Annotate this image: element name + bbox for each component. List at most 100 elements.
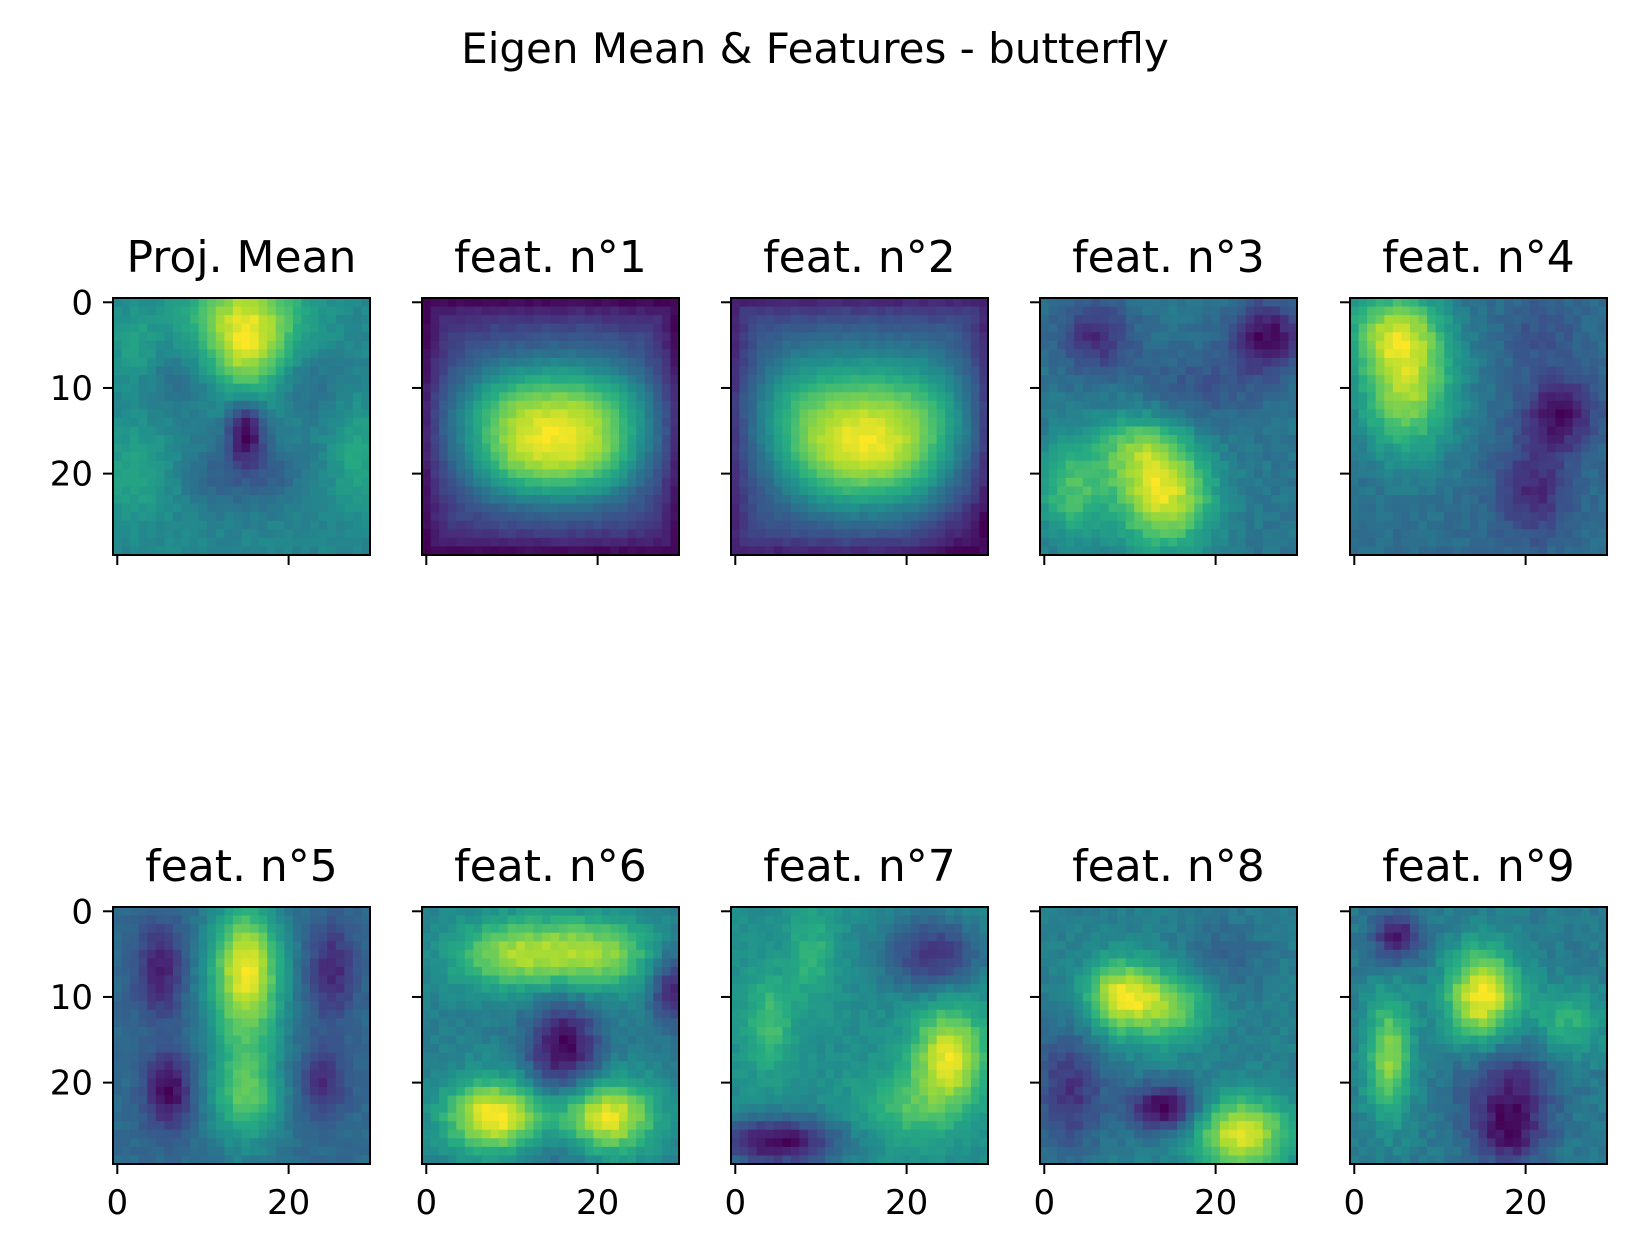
heatmap-cell xyxy=(361,1001,371,1011)
heatmap-cell xyxy=(1384,452,1394,462)
heatmap-cell xyxy=(1228,495,1238,505)
heatmap-cell xyxy=(1159,443,1170,453)
heatmap-cell xyxy=(190,512,200,522)
heatmap-cell xyxy=(1159,349,1170,359)
heatmap-cell xyxy=(1262,443,1272,453)
heatmap-cell xyxy=(833,512,843,522)
heatmap-cell xyxy=(130,417,140,428)
heatmap-cell xyxy=(1108,332,1118,342)
heatmap-cell xyxy=(610,520,620,530)
heatmap-cell xyxy=(731,486,741,496)
heatmap-cell xyxy=(1168,349,1178,359)
heatmap-cell xyxy=(1487,366,1497,376)
heatmap-cell xyxy=(147,520,157,530)
heatmap-cell xyxy=(1350,409,1360,419)
heatmap-cell xyxy=(885,460,895,470)
heatmap-cell xyxy=(559,537,569,548)
heatmap-cell xyxy=(155,323,165,333)
heatmap-cell xyxy=(1427,460,1437,470)
heatmap-cell xyxy=(1547,512,1557,522)
heatmap-cell xyxy=(1202,409,1212,419)
heatmap-cell xyxy=(130,537,140,548)
heatmap-cell xyxy=(790,332,801,342)
heatmap-cell xyxy=(172,966,183,977)
heatmap-cell xyxy=(1512,357,1522,368)
heatmap-cell xyxy=(902,306,912,316)
heatmap-cell xyxy=(215,452,225,462)
heatmap-cell xyxy=(1279,460,1290,470)
heatmap-cell xyxy=(1435,477,1445,488)
heatmap-cell xyxy=(258,366,268,376)
heatmap-cell xyxy=(876,469,886,479)
heatmap-cell xyxy=(250,907,260,917)
heatmap-cell xyxy=(516,375,526,385)
heatmap-cell xyxy=(953,443,963,453)
heatmap-cell xyxy=(1125,298,1135,308)
heatmap-cell xyxy=(1469,460,1480,470)
heatmap-cell xyxy=(1409,529,1420,539)
heatmap-cell xyxy=(1057,529,1067,539)
heatmap-cell xyxy=(945,298,955,308)
heatmap-cell xyxy=(593,529,603,539)
heatmap-cell xyxy=(232,417,243,428)
heatmap-cell xyxy=(670,417,680,428)
heatmap-cell xyxy=(962,426,972,436)
heatmap-cell xyxy=(1444,409,1454,419)
heatmap-cell xyxy=(731,426,741,436)
heatmap-cell xyxy=(344,383,354,393)
heatmap-cell xyxy=(327,332,337,342)
heatmap-cell xyxy=(318,460,328,470)
heatmap-cell xyxy=(1108,340,1118,350)
heatmap-cell xyxy=(816,340,826,350)
heatmap-cell xyxy=(1564,366,1574,376)
heatmap-cell xyxy=(1418,409,1428,419)
heatmap-cell xyxy=(1461,409,1471,419)
heatmap-cell xyxy=(739,452,749,462)
heatmap-cell xyxy=(1211,546,1221,556)
heatmap-cell xyxy=(1288,400,1298,410)
heatmap-cell xyxy=(1168,298,1178,308)
heatmap-cell xyxy=(584,357,594,368)
heatmap-cell xyxy=(335,546,345,556)
heatmap-cell xyxy=(1040,426,1050,436)
heatmap-cell xyxy=(893,298,903,308)
heatmap-cell xyxy=(1598,426,1608,436)
heatmap-cell xyxy=(181,1018,191,1028)
heatmap-cell xyxy=(499,366,509,376)
heatmap-cell xyxy=(1271,529,1281,539)
heatmap-cell xyxy=(1245,435,1255,445)
heatmap-cell xyxy=(1581,349,1591,359)
heatmap-cell xyxy=(155,966,165,977)
heatmap-cell xyxy=(181,340,191,350)
heatmap-cell xyxy=(232,992,243,1002)
heatmap-cell xyxy=(1564,357,1574,368)
heatmap-cell xyxy=(1168,392,1178,402)
heatmap-cell xyxy=(1245,546,1255,556)
heatmap-cell xyxy=(782,315,792,325)
heatmap-cell xyxy=(661,426,672,436)
heatmap-cell xyxy=(928,340,938,350)
heatmap-cell xyxy=(799,469,809,479)
heatmap-cell xyxy=(1134,503,1144,513)
heatmap-cell xyxy=(138,306,148,316)
heatmap-cell xyxy=(739,400,749,410)
heatmap-cell xyxy=(1185,486,1195,496)
heatmap-cell xyxy=(1367,306,1377,316)
heatmap-cell xyxy=(842,460,852,470)
heatmap-cell xyxy=(1529,503,1540,513)
heatmap-cell xyxy=(198,375,208,385)
heatmap-cell xyxy=(593,435,603,445)
heatmap-cell xyxy=(1271,366,1281,376)
heatmap-cell xyxy=(1254,469,1264,479)
heatmap-cell xyxy=(352,340,363,350)
heatmap-cell xyxy=(739,495,749,505)
heatmap-cell xyxy=(1478,349,1488,359)
heatmap-cell xyxy=(1125,323,1135,333)
heatmap-cell xyxy=(1598,366,1608,376)
heatmap-cell xyxy=(284,452,294,462)
heatmap-cell xyxy=(799,375,809,385)
heatmap-cell xyxy=(447,537,457,548)
heatmap-cell xyxy=(1245,349,1255,359)
heatmap-cell xyxy=(868,443,878,453)
